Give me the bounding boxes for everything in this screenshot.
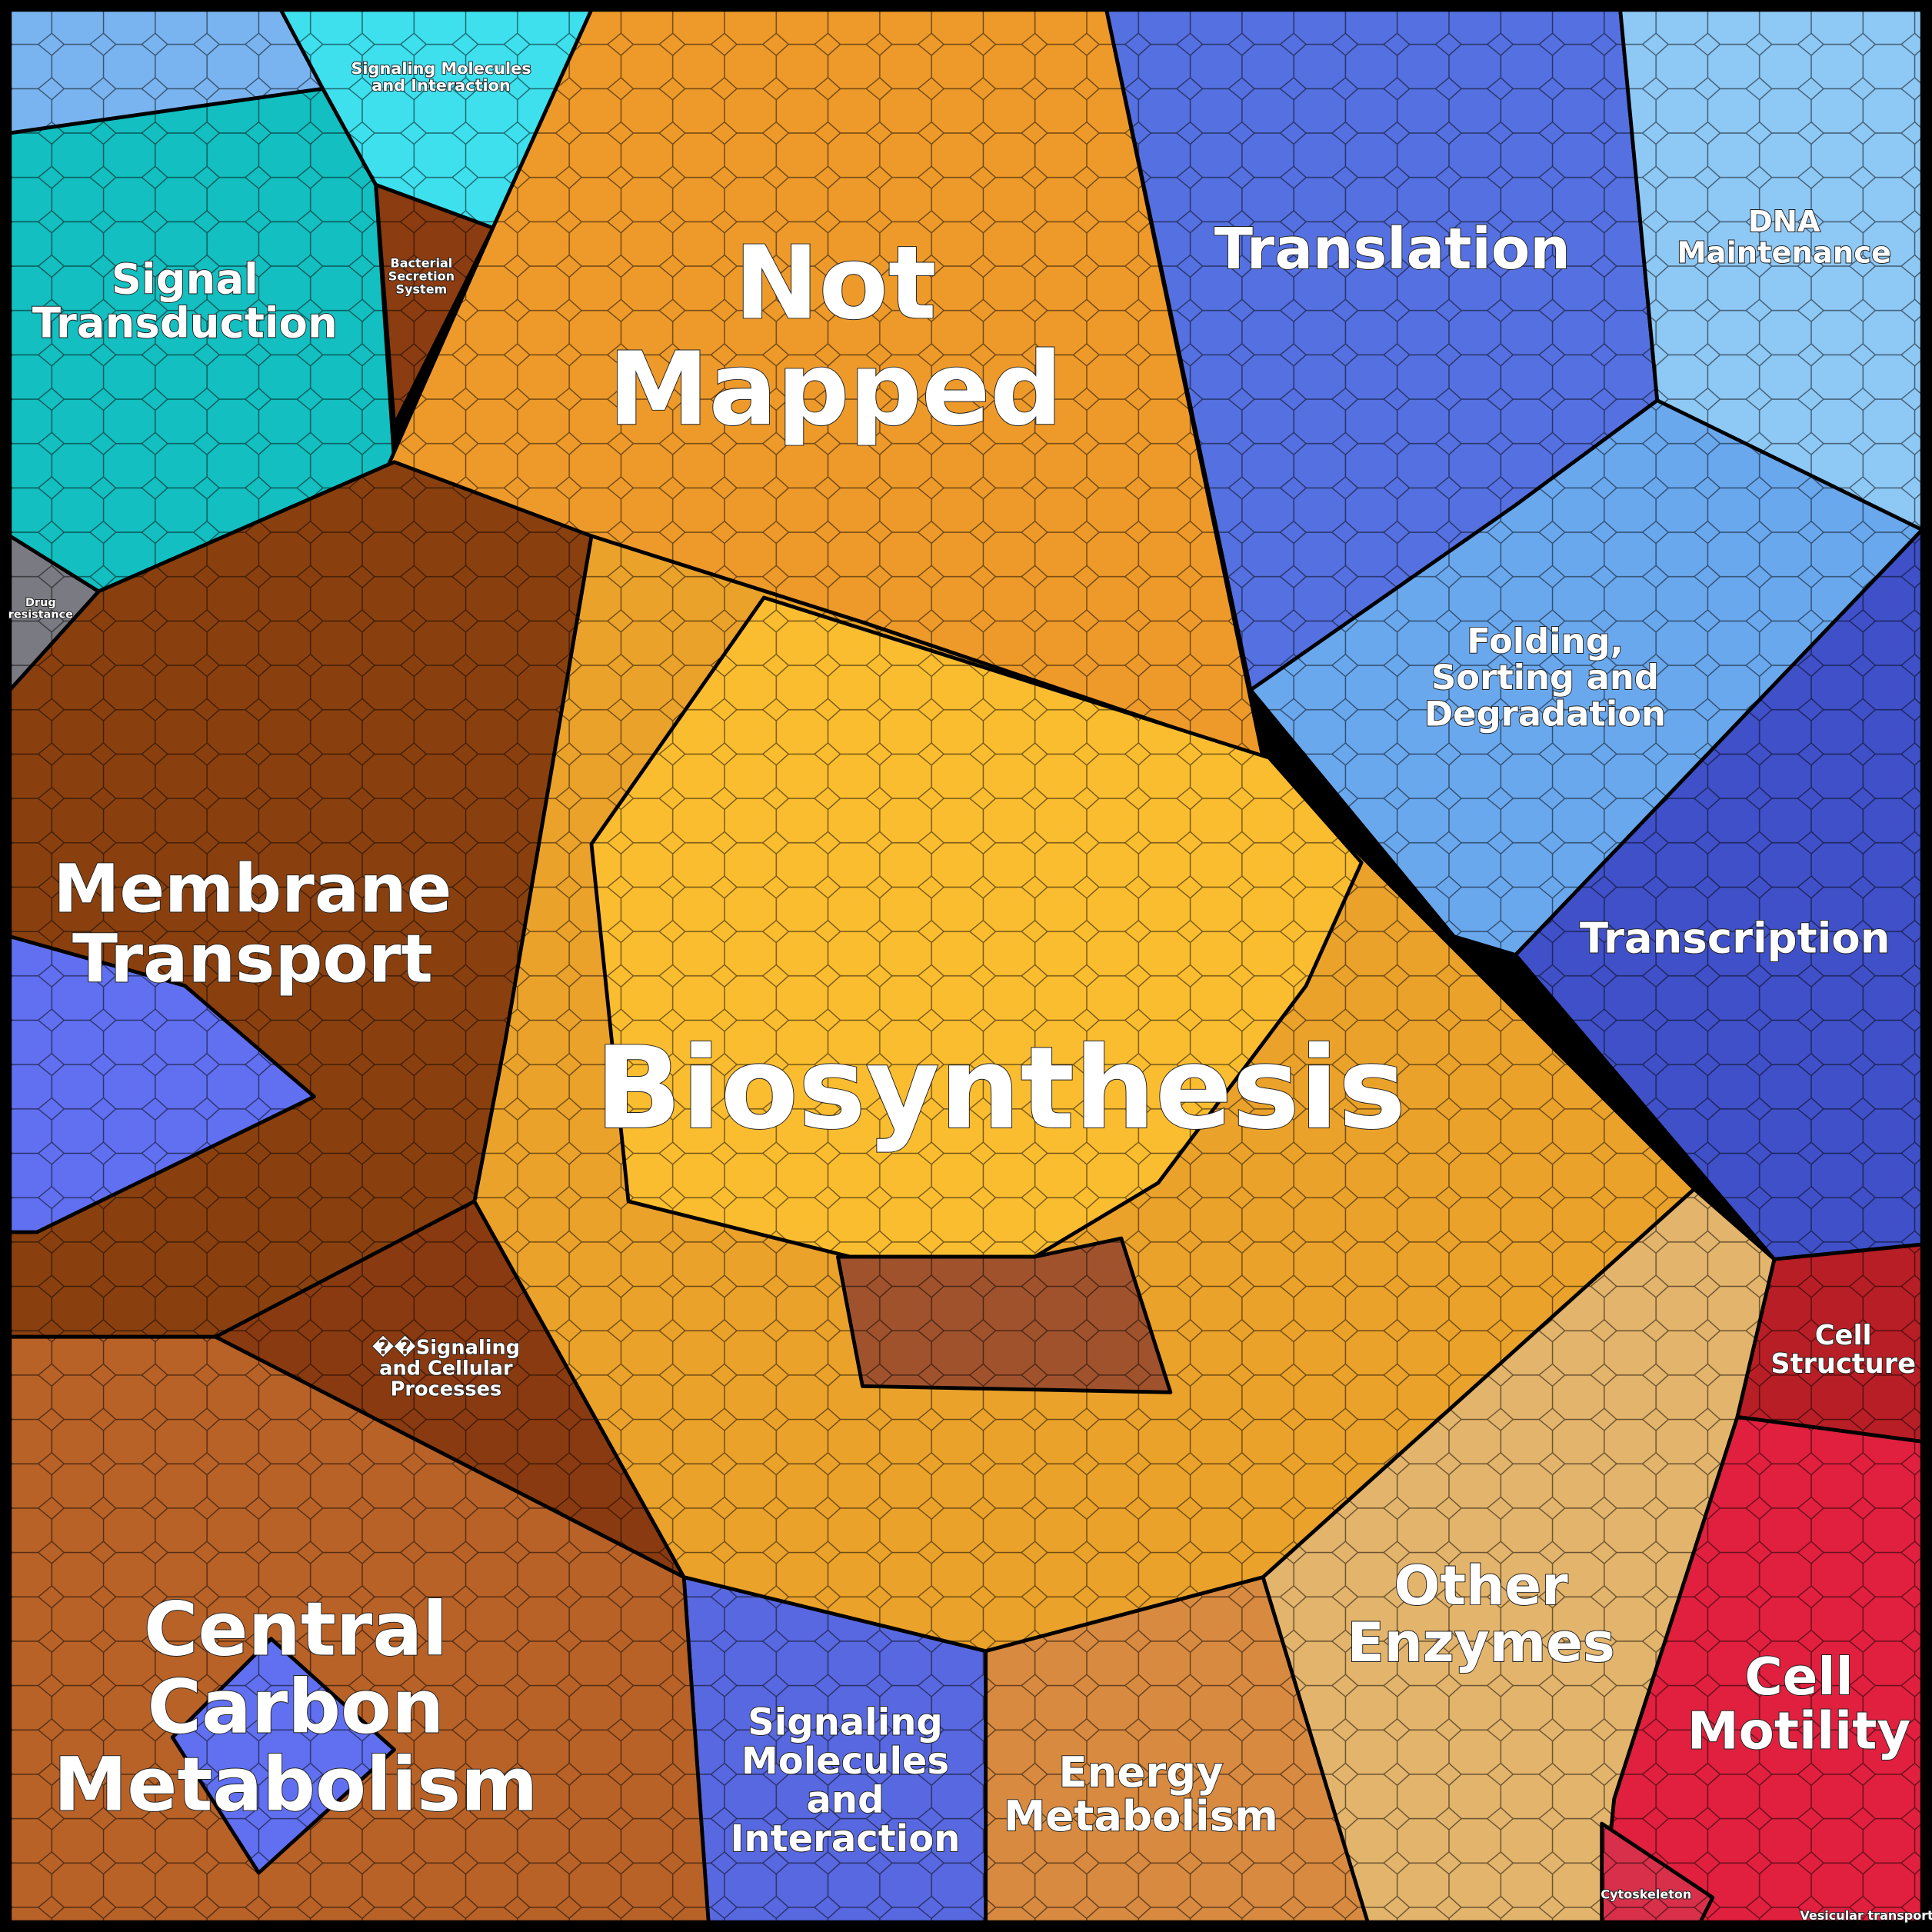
label-line: Processes <box>391 1377 502 1401</box>
label-line: Biosynthesis <box>595 1022 1406 1154</box>
label-line: Signaling <box>748 1701 943 1744</box>
label-line: Transduction <box>32 298 338 347</box>
label-line: Cell <box>1815 1320 1872 1351</box>
region-label: Folding, Sorting and Degradation <box>1424 621 1666 734</box>
region-label: ��Signaling and Cellular Processes <box>372 1336 520 1401</box>
label-line: Other <box>1394 1554 1568 1617</box>
region-label: Energy Metabolism <box>1004 1747 1278 1840</box>
region-label: Central Carbon Metabolism <box>54 1587 538 1828</box>
label-line: Energy <box>1058 1747 1223 1797</box>
region-label: DNA Maintenance <box>1677 205 1891 270</box>
region-label: Signal Transduction <box>32 254 338 347</box>
label-line: Carbon <box>147 1664 444 1750</box>
label-line: Folding, <box>1467 621 1624 661</box>
label-line: Degradation <box>1424 693 1666 734</box>
label-line: Interaction <box>731 1817 961 1860</box>
label-line: DNA <box>1748 205 1820 239</box>
label-line: Metabolism <box>1004 1791 1278 1840</box>
label-line: ��Signaling <box>372 1336 520 1360</box>
region-label: Cell Motility <box>1687 1647 1910 1761</box>
labels: Not Mapped Biosynthesis Translation DNA Maint… <box>8 58 1932 1924</box>
region-label: Cytoskeleton <box>1601 1887 1691 1902</box>
region-label: Membrane Transport <box>53 851 451 998</box>
region-label: Drug resistance <box>8 597 73 621</box>
label-line: Signal <box>112 254 258 303</box>
label-line: Transcription <box>1580 913 1890 962</box>
label-line: and <box>806 1779 884 1822</box>
region-label: Biosynthesis <box>595 1022 1406 1154</box>
region-label: Bacterial Secretion System <box>388 256 455 297</box>
label-line: and Interaction <box>371 76 510 95</box>
label-line: Motility <box>1687 1700 1910 1760</box>
region-label: Signaling Molecules and Interaction <box>731 1701 961 1860</box>
label-line: Mapped <box>608 330 1063 448</box>
label-line: Cytoskeleton <box>1601 1887 1691 1902</box>
label-line: Transport <box>72 921 433 998</box>
region-label: Other Enzymes <box>1347 1554 1614 1674</box>
label-line: Vesicular transport <box>1800 1908 1932 1923</box>
label-line: Not <box>734 224 937 341</box>
label-line: Molecules <box>741 1740 949 1783</box>
label-line: resistance <box>8 608 73 621</box>
region-label: Signaling Molecules and Interaction <box>351 59 531 95</box>
label-line: and Cellular <box>379 1357 513 1381</box>
label-line: Structure <box>1770 1348 1916 1380</box>
label-line: Signaling Molecules <box>351 59 531 78</box>
region-label: Cell Structure <box>1770 1320 1916 1380</box>
label-line: Central <box>144 1587 448 1673</box>
label-line: Membrane <box>53 851 451 928</box>
region-label: Transcription <box>1580 913 1890 962</box>
label-line: Cell <box>1744 1647 1853 1707</box>
label-line: Drug <box>25 597 56 609</box>
region-label: Vesicular transport <box>1800 1908 1932 1923</box>
region-label: Translation <box>1214 217 1571 282</box>
label-line: Secretion <box>388 268 455 283</box>
cell-texture <box>9 9 1923 1923</box>
label-line: Metabolism <box>54 1741 538 1827</box>
label-line: Translation <box>1214 217 1571 282</box>
region-label: Not Mapped <box>608 224 1063 448</box>
label-line: Sorting and <box>1431 657 1659 698</box>
label-line: Maintenance <box>1677 236 1891 271</box>
label-line: Bacterial <box>391 256 453 271</box>
label-line: Enzymes <box>1347 1611 1614 1674</box>
label-line: System <box>396 281 448 296</box>
